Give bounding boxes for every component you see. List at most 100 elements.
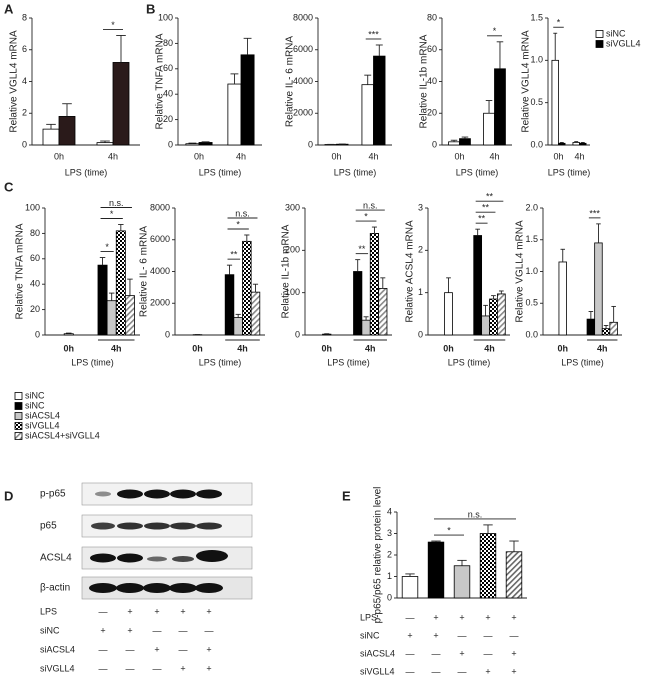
y-tick-label: 2000 <box>150 298 170 308</box>
condition-mark: + <box>100 625 105 635</box>
x-tick-label: 4h <box>489 151 499 161</box>
condition-mark: + <box>206 663 211 673</box>
condition-mark: + <box>407 630 412 640</box>
significance-label: n.s. <box>109 198 124 208</box>
bar <box>572 142 580 146</box>
y-tick-label: 4000 <box>293 76 313 86</box>
y-tick-label: 20 <box>30 304 40 314</box>
bar <box>601 328 611 336</box>
y-tick-label: 60 <box>427 44 437 54</box>
y-axis-label: Relative VGLL4 mRNA <box>515 220 526 323</box>
y-tick-label: 200 <box>285 245 300 255</box>
x-axis-label: LPS (time) <box>199 357 242 367</box>
y-tick-label: 0 <box>432 139 437 149</box>
bar <box>361 319 371 336</box>
bar <box>483 112 495 146</box>
legend-swatch <box>14 422 23 430</box>
panel-label: C <box>4 179 14 194</box>
y-axis-label: Relative IL-1b mRNA <box>419 34 430 128</box>
bar <box>427 541 445 599</box>
condition-mark: + <box>459 648 464 658</box>
y-tick-label: 3 <box>387 528 392 538</box>
legend-label: siACSL4 <box>25 410 60 420</box>
x-tick-label: 4h <box>597 343 608 353</box>
bar <box>496 293 506 336</box>
y-axis-label: Relative IL- 6 mRNA <box>285 36 296 127</box>
y-tick-label: 80 <box>427 12 437 22</box>
x-tick-label: 0h <box>321 343 332 353</box>
condition-label: siNC <box>360 630 380 640</box>
y-tick-label: 1.5 <box>525 234 538 244</box>
bar <box>473 235 483 336</box>
band <box>117 522 143 530</box>
y-tick-label: 0.5 <box>530 97 543 107</box>
y-tick-label: 0.0 <box>525 329 538 339</box>
y-tick-label: 40 <box>30 279 40 289</box>
y-tick-label: 6000 <box>293 44 313 54</box>
x-tick-label: 4h <box>574 151 584 161</box>
condition-mark: + <box>180 606 185 616</box>
condition-mark: — <box>510 630 519 640</box>
bar <box>373 55 386 146</box>
y-tick-label: 2 <box>22 108 27 118</box>
bar <box>551 59 559 146</box>
bar <box>58 116 76 146</box>
y-tick-label: 0 <box>387 592 392 602</box>
band <box>89 583 117 593</box>
band <box>143 583 171 593</box>
y-axis-label: Relative ACSL4 mRNA <box>405 220 416 323</box>
condition-mark: + <box>485 612 490 622</box>
x-tick-label: 0h <box>331 151 341 161</box>
blot-row-label: β-actin <box>40 583 70 594</box>
bar <box>124 295 135 336</box>
condition-mark: — <box>432 666 441 676</box>
y-axis-label: Relative IL-1b mRNA <box>281 224 292 318</box>
condition-mark: + <box>206 606 211 616</box>
y-tick-label: 1 <box>418 287 423 297</box>
band <box>117 489 143 499</box>
x-axis-label: LPS (time) <box>71 357 114 367</box>
legend-label: siVGLL4 <box>25 420 60 430</box>
significance-label: * <box>105 242 109 252</box>
significance-label: * <box>236 219 240 229</box>
condition-mark: — <box>126 663 135 673</box>
condition-mark: — <box>484 648 493 658</box>
bar <box>505 551 523 599</box>
x-axis-label: LPS (time) <box>334 167 377 177</box>
x-tick-label: 0h <box>454 151 464 161</box>
condition-mark: + <box>433 612 438 622</box>
legend-swatch <box>14 432 23 440</box>
legend-swatch <box>14 392 23 400</box>
y-tick-label: 0.0 <box>530 139 543 149</box>
blot-row-label: p65 <box>40 521 57 532</box>
condition-mark: + <box>127 606 132 616</box>
legend-swatch <box>595 40 604 48</box>
x-tick-label: 4h <box>108 151 118 161</box>
band <box>196 489 222 499</box>
significance-label: * <box>493 26 497 36</box>
x-tick-label: 0h <box>443 343 454 353</box>
y-tick-label: 8 <box>22 12 27 22</box>
legend-swatch <box>14 412 23 420</box>
band <box>195 583 223 593</box>
y-tick-label: 8000 <box>293 12 313 22</box>
band <box>147 556 167 562</box>
x-axis-label: LPS (time) <box>327 357 370 367</box>
western-blot: p-p65 p65 ACSL4 β-actin <box>40 482 253 600</box>
band <box>196 550 228 562</box>
band <box>170 522 196 530</box>
bar <box>242 240 252 336</box>
band <box>144 489 170 499</box>
y-tick-label: 20 <box>427 108 437 118</box>
band <box>144 522 170 530</box>
x-tick-label: 0h <box>54 151 64 161</box>
condition-mark: — <box>458 666 467 676</box>
y-tick-label: 4000 <box>150 266 170 276</box>
condition-label: LPS <box>40 606 57 616</box>
condition-mark: — <box>406 612 415 622</box>
y-tick-label: 2 <box>418 245 423 255</box>
band <box>95 491 111 497</box>
x-tick-label: 0h <box>557 343 568 353</box>
y-tick-label: 0 <box>168 139 173 149</box>
x-axis-label: LPS (time) <box>456 167 499 177</box>
